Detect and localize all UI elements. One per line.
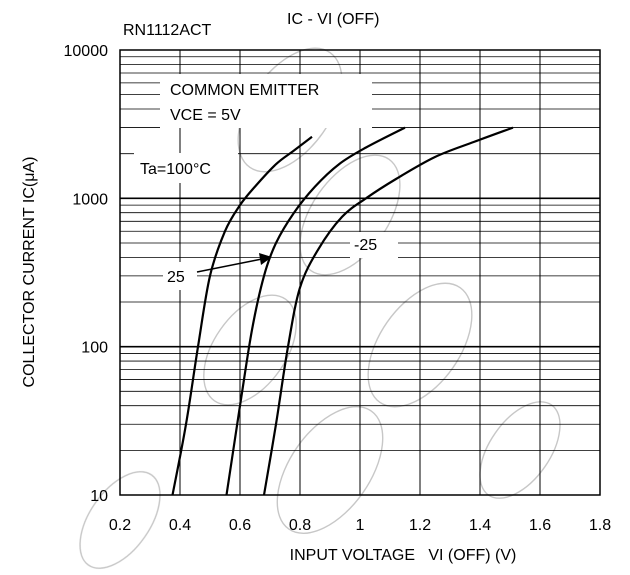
x-tick-label: 0.8: [289, 517, 311, 534]
x-tick-label: 0.4: [169, 517, 191, 534]
x-axis-label: INPUT VOLTAGE VI (OFF) (V): [290, 547, 517, 564]
part-number: RN1112ACT: [123, 22, 212, 39]
y-tick-labels: 10 100 1000 10000: [64, 43, 109, 505]
x-tick-label: 1.6: [529, 517, 551, 534]
chart-title: IC - VI (OFF): [287, 11, 379, 28]
ta-label-box: [134, 153, 238, 183]
x-tick-label: 1: [356, 517, 365, 534]
x-tick-label: 1.2: [409, 517, 431, 534]
label-25-box: [163, 262, 197, 290]
x-tick-label: 1.8: [589, 517, 611, 534]
ta-100-label: Ta=100°C: [140, 161, 211, 178]
label-25-arrow: [196, 258, 263, 273]
condition-2-text: VCE = 5V: [170, 107, 241, 124]
y-tick-label: 100: [81, 340, 108, 357]
x-tick-label: 0.6: [229, 517, 251, 534]
plot-frame: [119, 49, 601, 496]
y-axis-label: COLLECTOR CURRENT IC(μA): [21, 157, 38, 388]
series-line: [262, 126, 514, 496]
x-tick-label: 1.4: [469, 517, 491, 534]
x-tick-label: 0.2: [109, 517, 131, 534]
label-minus25-box: [350, 232, 398, 258]
series-curves: [171, 126, 514, 496]
condition-1-text: COMMON EMITTER: [170, 82, 319, 99]
watermark: [79, 47, 561, 569]
y-tick-label: 10: [90, 488, 108, 505]
label-25: 25: [167, 269, 185, 286]
y-tick-label: 10000: [64, 43, 109, 60]
label-minus25: -25: [354, 237, 377, 254]
label-25-arrowhead: [259, 253, 272, 265]
condition-box: [160, 74, 372, 128]
x-tick-labels: 0.2 0.4 0.6 0.8 1 1.2 1.4 1.6 1.8: [109, 517, 611, 534]
y-tick-label: 1000: [72, 191, 108, 208]
series-line: [225, 126, 406, 496]
series-line: [171, 135, 313, 496]
